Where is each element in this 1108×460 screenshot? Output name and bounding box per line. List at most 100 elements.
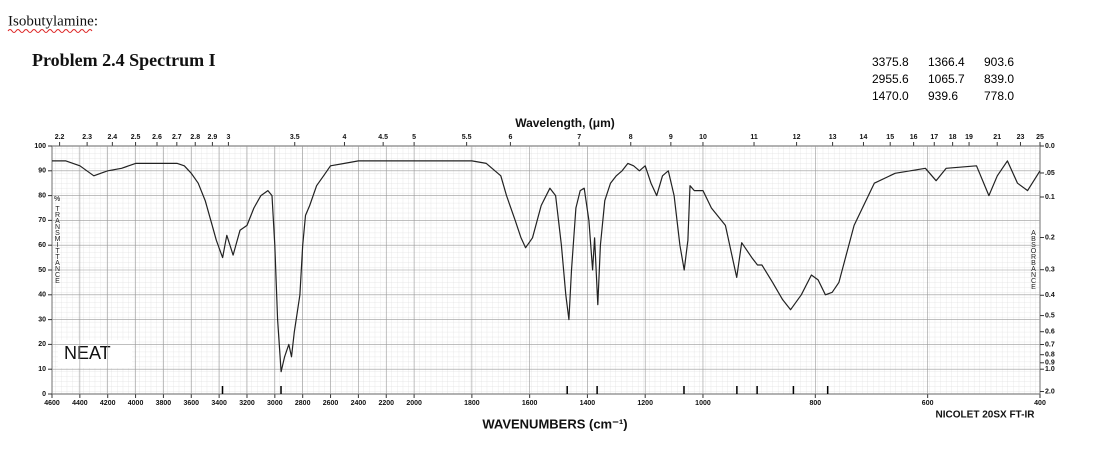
x2-tick-label: 2.5: [131, 134, 141, 141]
x-tick-label: 2800: [295, 400, 311, 407]
spell-underline: [7, 29, 93, 33]
peak-value: 2955.6: [872, 72, 909, 86]
x2-tick-label: 3.5: [290, 134, 300, 141]
x2-tick-label: 7: [577, 134, 581, 141]
x-tick-label: 2000: [406, 400, 422, 407]
x2-tick-label: 2.9: [208, 134, 218, 141]
instrument: NICOLET 20SX FT-IR: [936, 410, 1036, 421]
peak-table: 3375.8 1366.4 903.6 2955.6 1065.7 839.0 1470.0…: [872, 54, 1034, 105]
y-tick-label: 0: [42, 391, 46, 398]
peak-value: 1366.4: [928, 55, 965, 69]
peak-value: 939.6: [928, 89, 959, 103]
peak-value: 1470.0: [872, 89, 909, 103]
peak-row: 1470.0 939.6 778.0: [872, 88, 1034, 105]
x2-tick-label: 23: [1017, 134, 1025, 141]
y2-axis-title: ABSORBANCE: [1030, 230, 1037, 290]
y-tick-label: 70: [38, 217, 46, 224]
peak-value: 778.0: [984, 89, 1015, 103]
x2-tick-label: 2.6: [152, 134, 162, 141]
x2-tick-label: 15: [886, 134, 894, 141]
peak-value: 3375.8: [872, 55, 909, 69]
peak-row: 3375.8 1366.4 903.6: [872, 54, 1034, 71]
x2-tick-label: 16: [910, 134, 918, 141]
y2-tick-label: 0.5: [1045, 312, 1055, 319]
y2-tick-label: 0.9: [1045, 360, 1055, 367]
y2-tick-label: .05: [1045, 170, 1055, 177]
y-tick-label: 100: [34, 143, 46, 150]
x2-tick-label: 2.3: [82, 134, 92, 141]
compound-name: Isobutylamine:: [8, 13, 98, 29]
y2-tick-label: 1.0: [1045, 366, 1055, 373]
sample-label: NEAT: [64, 343, 111, 363]
x2-tick-label: 18: [949, 134, 957, 141]
x-tick-label: 2200: [378, 400, 394, 407]
x2-tick-label: 5: [412, 134, 416, 141]
x-tick-label: 4600: [44, 400, 60, 407]
x-tick-label: 3800: [156, 400, 172, 407]
y-tick-label: 90: [38, 168, 46, 175]
peak-value: 839.0: [984, 72, 1015, 86]
x2-tick-label: 21: [993, 134, 1001, 141]
x2-tick-label: 25: [1036, 134, 1044, 141]
y-tick-label: 80: [38, 192, 46, 199]
top-axis-title: Wavelength, (μm): [515, 116, 615, 130]
y2-tick-label: 0.7: [1045, 341, 1055, 348]
y2-tick-label: 2.0: [1045, 388, 1055, 395]
x-tick-label: 3000: [267, 400, 283, 407]
y2-tick-label: 0.4: [1045, 292, 1055, 299]
x-tick-label: 600: [922, 400, 934, 407]
y2-tick-label: 0.6: [1045, 329, 1055, 336]
y2-tick-label: 0.3: [1045, 267, 1055, 274]
x-tick-label: 1600: [522, 400, 538, 407]
x2-tick-label: 10: [699, 134, 707, 141]
x-tick-label: 2400: [351, 400, 367, 407]
x2-tick-label: 13: [829, 134, 837, 141]
x2-tick-label: 8: [629, 134, 633, 141]
x2-tick-label: 5.5: [462, 134, 472, 141]
x-tick-label: 4400: [72, 400, 88, 407]
x2-tick-label: 9: [669, 134, 673, 141]
x-tick-label: 4000: [128, 400, 144, 407]
y-axis-title: TRANSMITTANCE: [54, 206, 61, 284]
x2-tick-label: 19: [965, 134, 973, 141]
x-tick-label: 4200: [100, 400, 116, 407]
peak-row: 2955.6 1065.7 839.0: [872, 71, 1034, 88]
x2-tick-label: 2.2: [55, 134, 65, 141]
x-tick-label: 1400: [580, 400, 596, 407]
x-tick-label: 3600: [183, 400, 199, 407]
x2-tick-label: 4.5: [378, 134, 388, 141]
x2-tick-label: 17: [930, 134, 938, 141]
x-tick-label: 1800: [464, 400, 480, 407]
y-tick-label: 50: [38, 267, 46, 274]
x2-tick-label: 4: [343, 134, 347, 141]
x2-tick-label: 2.4: [107, 134, 117, 141]
x-axis-title: WAVENUMBERS (cm⁻¹): [482, 416, 627, 431]
x2-tick-label: 14: [860, 134, 868, 141]
y-tick-label: 30: [38, 316, 46, 323]
x-tick-label: 1000: [695, 400, 711, 407]
y-tick-label: 20: [38, 341, 46, 348]
y2-tick-label: 0.8: [1045, 352, 1055, 359]
x2-tick-label: 2.7: [172, 134, 182, 141]
x2-tick-label: 6: [508, 134, 512, 141]
y-tick-label: 40: [38, 292, 46, 299]
y2-tick-label: 0.2: [1045, 234, 1055, 241]
x-tick-label: 2600: [323, 400, 339, 407]
x-tick-label: 3200: [239, 400, 255, 407]
x-tick-label: 1200: [637, 400, 653, 407]
x2-tick-label: 3: [226, 134, 230, 141]
problem-title: Problem 2.4 Spectrum I: [32, 50, 216, 70]
x2-tick-label: 2.8: [190, 134, 200, 141]
peak-value: 1065.7: [928, 72, 965, 86]
x-tick-label: 3400: [211, 400, 227, 407]
y2-tick-label: 0.1: [1045, 194, 1055, 201]
y2-tick-label: 0.0: [1045, 143, 1055, 150]
x-tick-label: 800: [809, 400, 821, 407]
y-tick-label: 10: [38, 366, 46, 373]
y-tick-label: 60: [38, 242, 46, 249]
x2-tick-label: 11: [750, 134, 758, 141]
x2-tick-label: 12: [793, 134, 801, 141]
spectrum-line: [52, 160, 1041, 373]
